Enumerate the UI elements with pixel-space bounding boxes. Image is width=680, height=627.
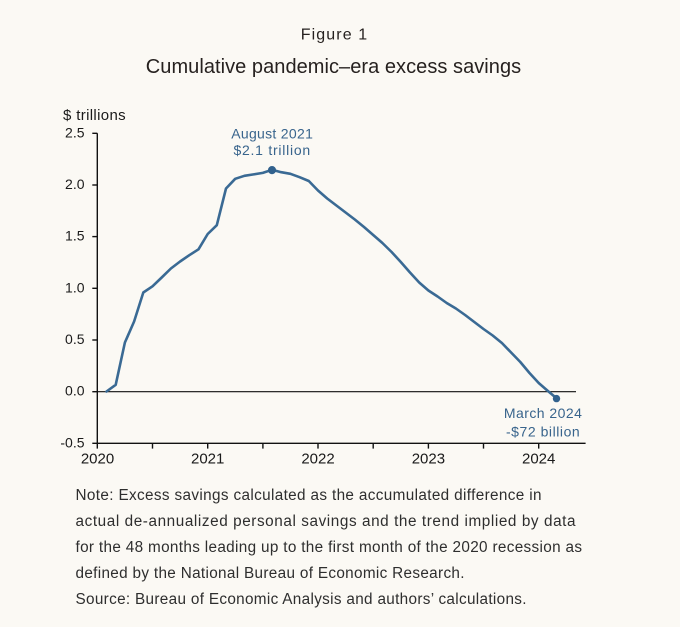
svg-text:Figure 1: Figure 1 (301, 26, 369, 43)
svg-text:2023: 2023 (412, 450, 445, 467)
svg-text:2022: 2022 (301, 450, 334, 467)
svg-text:1.5: 1.5 (65, 228, 85, 244)
svg-text:2020: 2020 (81, 450, 114, 467)
svg-text:-0.5: -0.5 (60, 434, 84, 450)
svg-text:actual de-annualized personal: actual de-annualized personal savings an… (76, 513, 576, 530)
svg-text:Note: Excess savings calculate: Note: Excess savings calculated as the a… (76, 487, 542, 504)
svg-text:defined by the National Bureau: defined by the National Bureau of Econom… (76, 565, 465, 582)
svg-text:$2.1 trillion: $2.1 trillion (233, 142, 310, 158)
svg-text:0.0: 0.0 (65, 383, 85, 399)
svg-text:March 2024: March 2024 (504, 405, 582, 421)
svg-text:$ trillions: $ trillions (63, 107, 126, 124)
svg-text:Source: Bureau of Economic Ana: Source: Bureau of Economic Analysis and … (76, 591, 527, 608)
svg-text:2.5: 2.5 (65, 124, 85, 140)
svg-text:0.5: 0.5 (65, 331, 85, 347)
svg-text:2024: 2024 (522, 450, 555, 467)
svg-text:2.0: 2.0 (65, 176, 85, 192)
svg-text:2021: 2021 (191, 450, 224, 467)
svg-text:Cumulative pandemic–era excess: Cumulative pandemic–era excess savings (146, 56, 521, 78)
svg-text:for the 48 months leading up t: for the 48 months leading up to the firs… (76, 539, 583, 556)
svg-text:August 2021: August 2021 (231, 126, 313, 142)
svg-text:-$72 billion: -$72 billion (506, 423, 580, 439)
svg-text:1.0: 1.0 (65, 279, 85, 295)
